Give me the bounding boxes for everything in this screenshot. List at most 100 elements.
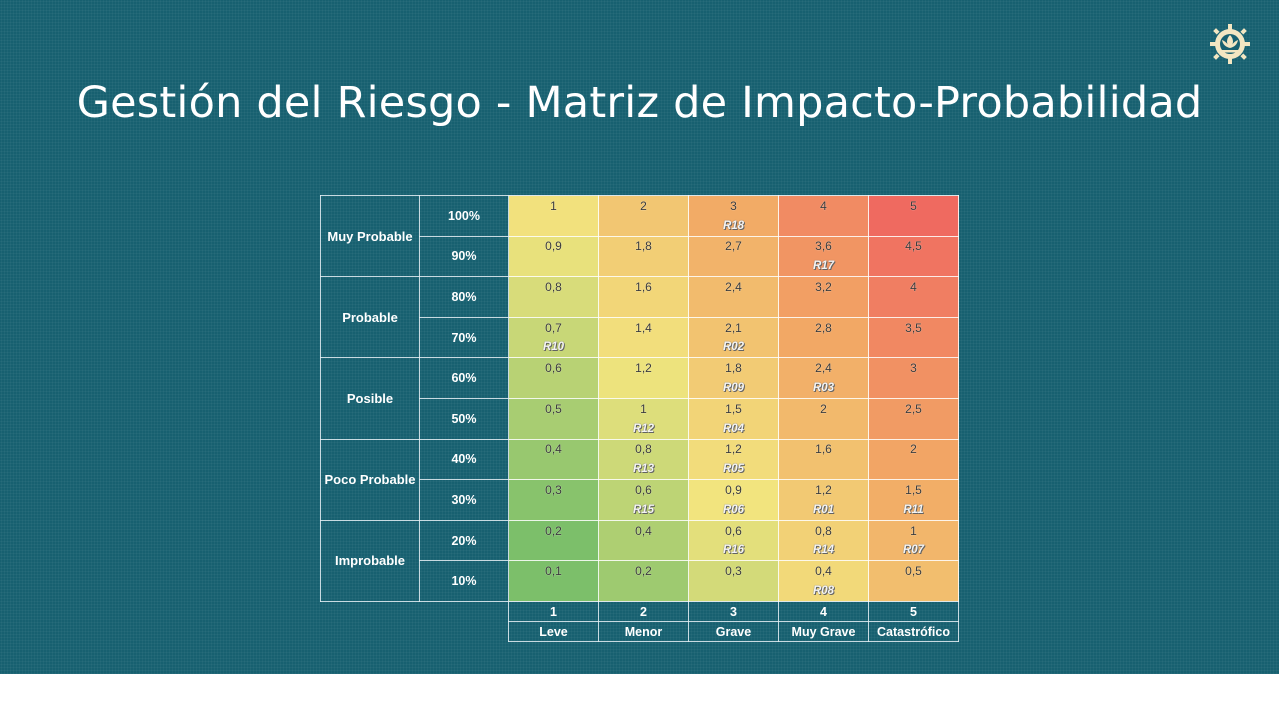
risk-id-cell (508, 499, 599, 521)
leaf-gear-logo-icon (1210, 24, 1250, 64)
risk-id-cell: R07 (868, 540, 959, 562)
risk-id-cell (868, 256, 959, 278)
risk-id-cell (868, 296, 959, 318)
risk-score-cell: 1,6 (598, 276, 689, 297)
matrix-value-row: 90% 0,9 1,8 2,7 3,6 4,5 (321, 235, 959, 278)
risk-id-cell (688, 296, 779, 318)
risk-id-cell: R11 (868, 499, 959, 521)
risk-id-cell (778, 418, 869, 440)
impact-label: Catastrófico (868, 621, 959, 643)
probability-category-label: Posible (320, 357, 420, 440)
risk-score-cell: 1,6 (778, 438, 869, 460)
matrix-value-row: 50% 0,5 1 1,5 2 2,5 (321, 397, 959, 440)
risk-score-cell: 0,4 (598, 519, 689, 541)
risk-id-cell: R01 (778, 499, 869, 521)
risk-id-cell: R03 (778, 378, 869, 399)
matrix-value-row: Probable 80% 0,8 1,6 2,4 3,2 4 (320, 276, 959, 359)
risk-id-cell (598, 581, 689, 602)
risk-id-cell (508, 418, 599, 440)
risk-id-cell: R10 (508, 337, 599, 359)
impact-number: 4 (778, 600, 869, 623)
risk-score-cell: 1,5 (688, 397, 779, 419)
risk-id-cell: R13 (598, 459, 689, 481)
risk-score-cell: 2,5 (868, 397, 959, 419)
risk-score-cell: 2 (598, 194, 689, 216)
risk-matrix: Muy Probable 100% 1 2 3 4 5 R18 90% 0,9 1,8 2,7 3,6 4… (320, 194, 959, 643)
impact-number: 3 (688, 600, 779, 623)
risk-id-cell (598, 215, 689, 237)
risk-score-cell: 0,6 (508, 357, 599, 379)
risk-score-cell: 5 (868, 194, 959, 216)
matrix-value-row: 30% 0,3 0,6 0,9 1,2 1,5 (321, 479, 959, 521)
risk-score-cell: 1,4 (598, 316, 689, 338)
risk-score-cell: 3,6 (778, 235, 869, 257)
probability-category-label: Probable (320, 276, 420, 359)
risk-id-cell (868, 581, 959, 602)
risk-score-cell: 4,5 (868, 235, 959, 257)
matrix-value-row: Poco Probable 40% 0,4 0,8 1,2 1,6 2 (320, 438, 959, 521)
risk-score-cell: 2,7 (688, 235, 779, 257)
risk-id-cell (598, 296, 689, 318)
matrix-value-row: Muy Probable 100% 1 2 3 4 5 (320, 194, 959, 278)
probability-level-label: 60% (419, 357, 509, 399)
slide-title: Gestión del Riesgo - Matriz de Impacto-P… (76, 78, 1203, 128)
risk-score-cell: 2,1 (688, 316, 779, 338)
risk-score-cell: 1 (508, 194, 599, 216)
risk-score-cell: 1,2 (688, 438, 779, 460)
risk-id-cell (688, 256, 779, 278)
risk-id-cell: R16 (688, 540, 779, 562)
risk-score-cell: 3 (688, 194, 779, 216)
risk-score-cell: 1,2 (598, 357, 689, 379)
impact-label: Muy Grave (778, 621, 869, 643)
risk-id-cell: R15 (598, 499, 689, 521)
risk-id-cell (598, 540, 689, 562)
risk-id-cell (868, 215, 959, 237)
risk-id-cell: R06 (688, 499, 779, 521)
slide-background: Gestión del Riesgo - Matriz de Impacto-P… (0, 0, 1279, 674)
matrix-value-row: 10% 0,1 0,2 0,3 0,4 0,5 (321, 560, 959, 602)
risk-score-cell: 0,2 (508, 519, 599, 541)
risk-score-cell: 4 (868, 276, 959, 297)
risk-id-cell: R12 (598, 418, 689, 440)
risk-id-cell (598, 256, 689, 278)
probability-level-label: 90% (419, 235, 509, 278)
impact-label: Grave (688, 621, 779, 643)
risk-id-cell: R05 (688, 459, 779, 481)
matrix-risk-row: R13 R05 (321, 459, 959, 481)
risk-score-cell: 1,8 (598, 235, 689, 257)
probability-level-label: 40% (419, 438, 509, 481)
risk-score-cell: 0,7 (508, 316, 599, 338)
impact-label-row: Leve Menor Grave Muy Grave Catastrófico (321, 621, 959, 643)
probability-category-label: Improbable (320, 519, 420, 602)
risk-score-cell: 0,9 (688, 479, 779, 500)
risk-score-cell: 1 (868, 519, 959, 541)
matrix-value-row: Improbable 20% 0,2 0,4 0,6 0,8 1 (320, 519, 959, 602)
matrix-risk-row (321, 296, 959, 318)
blank-corner (321, 601, 509, 621)
matrix-risk-row: R17 (321, 256, 959, 278)
risk-id-cell (778, 459, 869, 481)
risk-id-cell (868, 378, 959, 399)
risk-id-cell (598, 378, 689, 399)
risk-id-cell: R14 (778, 540, 869, 562)
risk-score-cell: 0,2 (598, 560, 689, 582)
impact-number: 5 (868, 600, 959, 623)
risk-id-cell: R17 (778, 256, 869, 278)
risk-id-cell: R08 (778, 581, 869, 602)
risk-score-cell: 3,2 (778, 276, 869, 297)
impact-label: Leve (508, 621, 599, 643)
risk-score-cell: 0,4 (508, 438, 599, 460)
risk-id-cell: R04 (688, 418, 779, 440)
risk-id-cell: R02 (688, 337, 779, 359)
probability-level-label: 70% (419, 316, 509, 359)
matrix-risk-row: R16 R14 R07 (321, 540, 959, 562)
risk-score-cell: 1,8 (688, 357, 779, 379)
risk-id-cell (508, 459, 599, 481)
risk-score-cell: 2 (868, 438, 959, 460)
probability-level-label: 30% (419, 479, 509, 521)
risk-score-cell: 3 (868, 357, 959, 379)
risk-id-cell (598, 337, 689, 359)
risk-score-cell: 4 (778, 194, 869, 216)
risk-score-cell: 0,5 (508, 397, 599, 419)
